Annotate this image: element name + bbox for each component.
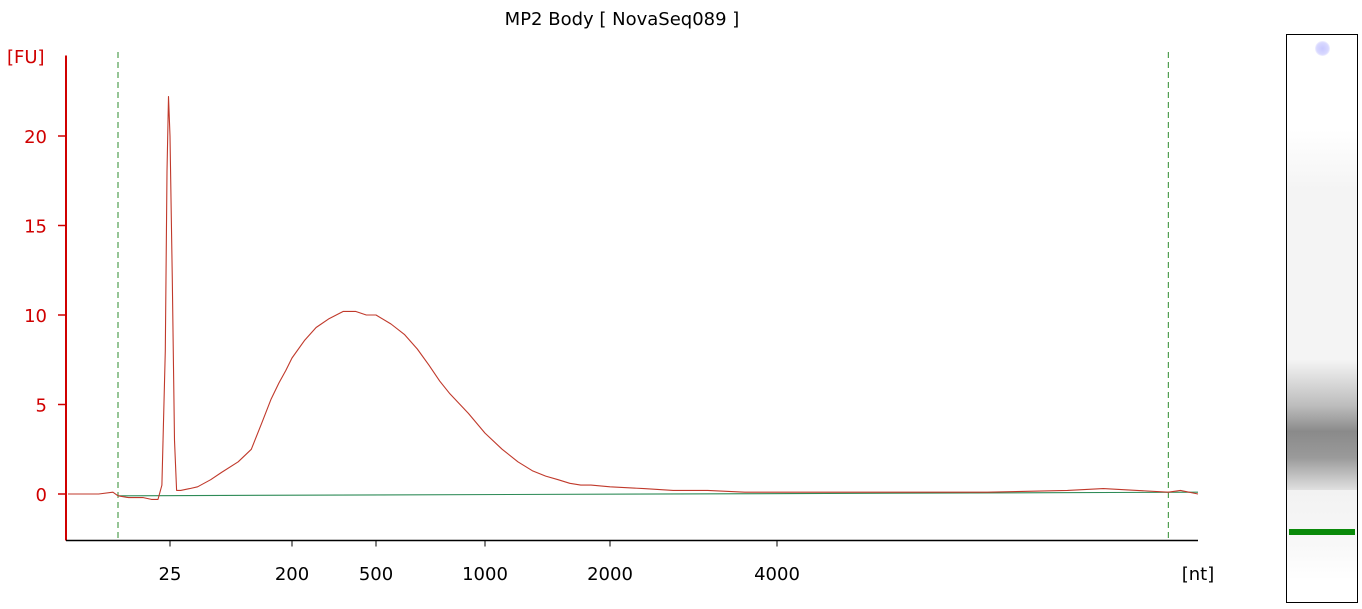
x-tick-label: 25 [159,564,182,585]
y-axis-label: [FU] [7,47,45,68]
gel-smear [1287,130,1357,190]
series-line [117,491,1199,497]
y-tick-label: 20 [24,127,47,148]
gel-lane-image [1286,34,1358,603]
x-tick-label: 4000 [754,564,800,585]
gel-smear [1287,490,1357,580]
y-tick-label: 15 [24,217,47,238]
x-tick-label: 1000 [462,564,508,585]
gel-smear [1287,360,1357,490]
x-axis-label: [nt] [1182,564,1215,585]
x-tick-label: 2000 [587,564,633,585]
y-tick-label: 10 [24,306,47,327]
x-tick-label: 200 [275,564,309,585]
electropherogram-chart: MP2 Body [ NovaSeq089 ] [FU] [nt] 0 5 10 15… [7,9,1215,585]
chart-title: MP2 Body [ NovaSeq089 ] [505,9,740,30]
gel-lower-marker [1289,529,1355,535]
gel-upper-marker [1315,41,1330,56]
gel-smear [1287,190,1357,360]
y-tick-label: 5 [36,396,47,417]
x-tick-label: 500 [359,564,393,585]
y-tick-label: 0 [36,485,47,506]
series-line [68,96,1199,500]
